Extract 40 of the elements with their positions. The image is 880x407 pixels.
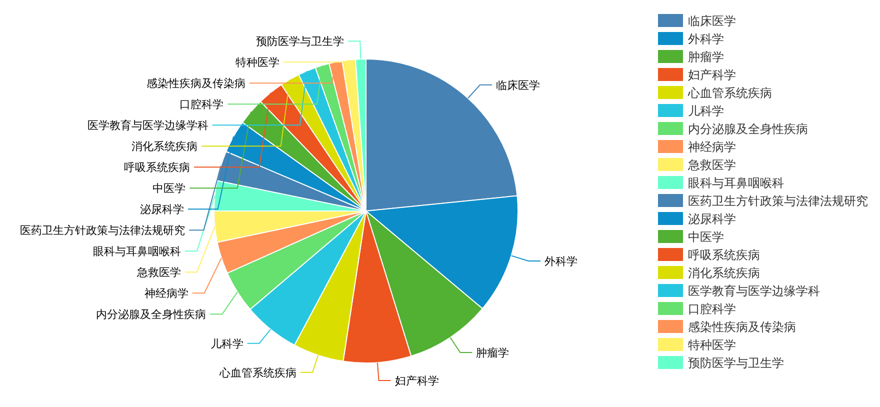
slice-label: 儿科学 [210, 337, 244, 350]
legend-label: 特种医学 [688, 338, 736, 352]
slice-label: 呼吸系统疾病 [124, 161, 190, 174]
legend-label: 内分泌腺及全身性疾病 [688, 122, 808, 136]
legend-label: 医药卫生方针政策与法律法规研究 [688, 194, 868, 208]
slice-label: 临床医学 [496, 78, 540, 92]
legend-label: 临床医学 [688, 14, 736, 28]
legend-label: 预防医学与卫生学 [688, 356, 784, 370]
slice-label: 神经病学 [144, 287, 188, 300]
legend-label: 肿瘤学 [688, 50, 724, 64]
slice-label: 眼科与耳鼻咽喉科 [92, 245, 181, 258]
slice-label: 消化系统疾病 [131, 140, 198, 154]
legend-label: 消化系统疾病 [688, 266, 760, 280]
legend-label: 感染性疾病及传染病 [688, 320, 796, 334]
slice-label: 医学教育与医学边缘学科 [87, 119, 208, 132]
slice-label: 急救医学 [136, 266, 181, 280]
legend-label: 妇产科学 [688, 68, 736, 82]
slice-label: 泌尿科学 [140, 203, 184, 216]
legend-label: 中医学 [688, 230, 724, 244]
slice-label: 心血管系统疾病 [218, 366, 296, 380]
slice-label: 内分泌腺及全身性疾病 [96, 308, 206, 322]
slice-label: 特种医学 [235, 56, 280, 70]
slice-label: 中医学 [152, 182, 186, 196]
legend-label: 神经病学 [688, 140, 736, 154]
slice-label: 感染性疾病及传染病 [146, 77, 246, 90]
legend-label: 医学教育与医学边缘学科 [688, 284, 820, 298]
slice-label: 肿瘤学 [476, 346, 510, 360]
legend-label: 呼吸系统疾病 [688, 248, 760, 262]
slice-label: 妇产科学 [394, 374, 439, 388]
legend-label: 心血管系统疾病 [687, 86, 772, 100]
legend-label: 外科学 [688, 32, 724, 46]
legend-label: 儿科学 [688, 104, 724, 118]
legend-label: 泌尿科学 [688, 212, 736, 226]
legend-label: 口腔科学 [688, 302, 736, 316]
slice-label: 口腔科学 [180, 98, 224, 112]
slice-label: 预防医学与卫生学 [256, 35, 344, 48]
slice-label: 外科学 [544, 254, 578, 268]
slice-label: 医药卫生方针政策与法律法规研究 [20, 224, 186, 238]
legend-label: 急救医学 [687, 158, 736, 172]
legend-label: 眼科与耳鼻咽喉科 [688, 176, 784, 190]
